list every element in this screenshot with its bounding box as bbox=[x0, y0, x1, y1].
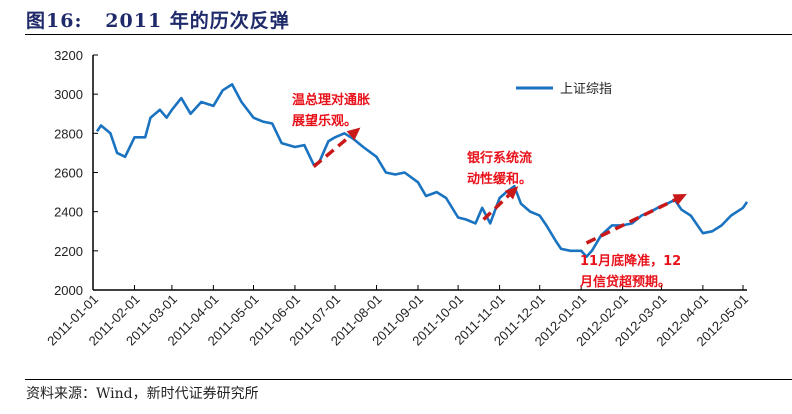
annotation-text: 月信贷超预期。 bbox=[579, 274, 671, 290]
annotation-text: 银行系统流 bbox=[467, 150, 532, 166]
y-tick-label: 2400 bbox=[54, 205, 83, 220]
y-tick-label: 2000 bbox=[54, 283, 83, 298]
source-divider bbox=[25, 379, 792, 380]
annotation-text: 动性缓和。 bbox=[467, 171, 532, 187]
trend-arrow-3 bbox=[585, 198, 676, 245]
plot-area bbox=[95, 83, 749, 259]
y-tick-label: 2600 bbox=[54, 166, 83, 181]
axes: 20002200240026002800300032002011-01-0120… bbox=[44, 48, 751, 349]
arrow-head-icon bbox=[672, 194, 687, 206]
annotation-text: 展望乐观。 bbox=[292, 113, 357, 129]
annotation-text: 温总理对通胀 bbox=[292, 92, 370, 108]
arrow-head-icon bbox=[346, 127, 361, 141]
y-tick-label: 2800 bbox=[54, 126, 83, 141]
trend-arrow-1 bbox=[312, 134, 352, 168]
title-divider bbox=[25, 34, 792, 35]
figure-title: 图16: 2011 年的历次反弹 bbox=[26, 10, 290, 32]
legend: 上证综指 bbox=[516, 81, 612, 96]
arrow-head-icon bbox=[504, 186, 519, 200]
source-note: 资料来源：Wind，新时代证券研究所 bbox=[26, 386, 259, 402]
y-tick-label: 2200 bbox=[54, 244, 83, 259]
y-tick-label: 3200 bbox=[54, 48, 83, 63]
series-line-shanghai-composite bbox=[95, 83, 749, 259]
y-tick-label: 3000 bbox=[54, 87, 83, 102]
legend-label: 上证综指 bbox=[560, 81, 612, 96]
trend-arrow-2 bbox=[482, 193, 511, 221]
annotation-text: 11月底降准，12 bbox=[580, 253, 681, 269]
